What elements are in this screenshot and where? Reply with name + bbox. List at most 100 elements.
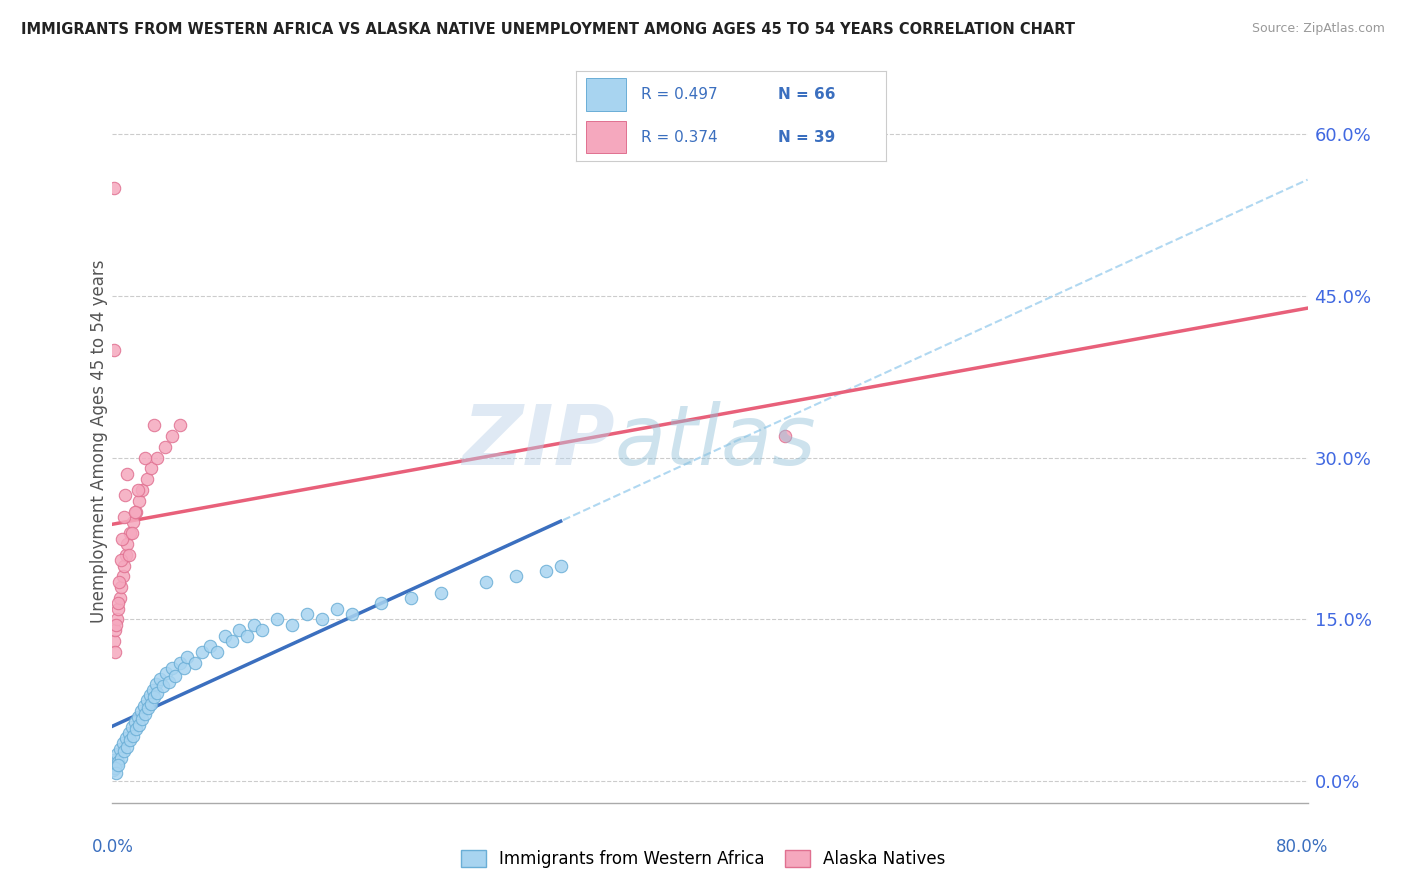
Point bbox=[250, 624, 273, 638]
Point bbox=[127, 483, 149, 497]
Point bbox=[125, 723, 148, 737]
Point bbox=[122, 516, 145, 530]
Text: 0.0%: 0.0% bbox=[91, 838, 134, 855]
Point bbox=[118, 725, 141, 739]
Point bbox=[295, 607, 318, 621]
Point bbox=[103, 634, 125, 648]
Point bbox=[121, 720, 143, 734]
Text: Source: ZipAtlas.com: Source: ZipAtlas.com bbox=[1251, 22, 1385, 36]
Point bbox=[129, 704, 152, 718]
Point bbox=[773, 429, 796, 443]
Point bbox=[105, 618, 128, 632]
Point bbox=[105, 765, 128, 780]
Point bbox=[141, 697, 163, 711]
Point bbox=[114, 488, 136, 502]
Point bbox=[103, 753, 125, 767]
Point bbox=[169, 656, 191, 670]
Point bbox=[104, 645, 127, 659]
Point bbox=[214, 629, 236, 643]
Point bbox=[243, 618, 266, 632]
Point bbox=[127, 709, 149, 723]
Point bbox=[228, 624, 250, 638]
Point bbox=[128, 718, 150, 732]
FancyBboxPatch shape bbox=[586, 121, 626, 153]
Point bbox=[111, 569, 134, 583]
Point bbox=[162, 429, 183, 443]
Point bbox=[105, 612, 128, 626]
Point bbox=[401, 591, 423, 605]
Point bbox=[134, 707, 156, 722]
Point bbox=[135, 693, 157, 707]
Point bbox=[142, 682, 165, 697]
Point bbox=[534, 564, 557, 578]
Point bbox=[115, 467, 138, 481]
Point bbox=[135, 472, 157, 486]
Point bbox=[104, 624, 127, 638]
Point bbox=[153, 440, 176, 454]
Point bbox=[205, 645, 228, 659]
Text: ZIP: ZIP bbox=[461, 401, 614, 482]
Point bbox=[141, 461, 163, 475]
Point bbox=[124, 505, 146, 519]
Point bbox=[162, 661, 183, 675]
Point bbox=[134, 450, 156, 465]
Point bbox=[198, 640, 221, 654]
FancyBboxPatch shape bbox=[586, 78, 626, 111]
Point bbox=[114, 558, 135, 573]
Point bbox=[138, 701, 160, 715]
Point bbox=[104, 761, 127, 775]
Point bbox=[157, 675, 180, 690]
Point bbox=[124, 714, 146, 729]
Point bbox=[107, 755, 129, 769]
Point bbox=[430, 585, 453, 599]
Point bbox=[311, 612, 333, 626]
Point bbox=[110, 750, 132, 764]
Y-axis label: Unemployment Among Ages 45 to 54 years: Unemployment Among Ages 45 to 54 years bbox=[90, 260, 108, 624]
Point bbox=[155, 666, 177, 681]
Point bbox=[107, 758, 129, 772]
Point bbox=[121, 526, 143, 541]
Point bbox=[103, 343, 125, 357]
Point bbox=[131, 483, 153, 497]
Point bbox=[108, 574, 131, 589]
Point bbox=[105, 747, 128, 762]
Point bbox=[340, 607, 363, 621]
Point bbox=[266, 612, 288, 626]
Point bbox=[114, 744, 135, 758]
Point bbox=[370, 596, 392, 610]
Point bbox=[191, 645, 214, 659]
Point bbox=[165, 668, 187, 682]
Point bbox=[183, 656, 205, 670]
Point bbox=[120, 526, 142, 541]
Text: IMMIGRANTS FROM WESTERN AFRICA VS ALASKA NATIVE UNEMPLOYMENT AMONG AGES 45 TO 54: IMMIGRANTS FROM WESTERN AFRICA VS ALASKA… bbox=[21, 22, 1076, 37]
Point bbox=[104, 758, 127, 772]
Point bbox=[107, 601, 129, 615]
Point bbox=[125, 505, 148, 519]
Point bbox=[115, 731, 138, 745]
Point bbox=[146, 686, 169, 700]
Point bbox=[117, 739, 139, 754]
Point bbox=[111, 737, 134, 751]
Text: atlas: atlas bbox=[614, 401, 815, 482]
Point bbox=[120, 733, 142, 747]
Point bbox=[505, 569, 527, 583]
Point bbox=[122, 729, 145, 743]
Point bbox=[117, 537, 139, 551]
Point bbox=[149, 672, 172, 686]
Point bbox=[103, 181, 125, 195]
Text: R = 0.497: R = 0.497 bbox=[641, 87, 718, 102]
Point bbox=[110, 553, 132, 567]
Point bbox=[281, 618, 304, 632]
Point bbox=[176, 650, 198, 665]
Point bbox=[145, 677, 167, 691]
Point bbox=[152, 679, 174, 693]
Point bbox=[131, 712, 153, 726]
Point bbox=[110, 580, 132, 594]
Point bbox=[550, 558, 572, 573]
Text: R = 0.374: R = 0.374 bbox=[641, 130, 718, 145]
Text: 80.0%: 80.0% bbox=[1277, 838, 1329, 855]
Text: N = 66: N = 66 bbox=[778, 87, 835, 102]
Point bbox=[115, 548, 138, 562]
Point bbox=[325, 601, 347, 615]
Point bbox=[112, 510, 135, 524]
